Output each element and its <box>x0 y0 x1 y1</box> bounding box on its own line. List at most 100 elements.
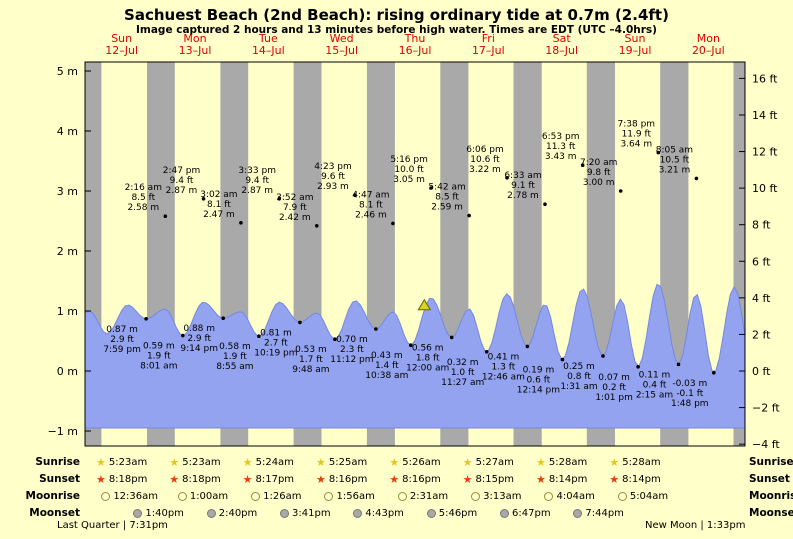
sunset-time-label: 8:14pm <box>622 474 661 485</box>
annotation-line: 2.87 m <box>241 186 273 196</box>
moonset-time: 4:43pm <box>340 506 418 521</box>
day-date: 14–Jul <box>252 44 285 57</box>
annotation-line: 2.58 m <box>127 203 159 213</box>
annotation-line: 1:48 pm <box>671 399 709 409</box>
annotation-line: 4:47 am <box>352 190 389 200</box>
annotation-line: 2.78 m <box>507 191 539 201</box>
sunset-time-label: 8:18pm <box>108 474 148 485</box>
sunset-star-icon: ★ <box>389 472 400 486</box>
annotation-line: 3.21 m <box>659 165 691 175</box>
moon-phase-last-quarter: Last Quarter | 7:31pm <box>57 520 168 531</box>
tide-extreme-dot <box>333 337 337 342</box>
moonrise-time-label: 5:04am <box>629 491 669 502</box>
moonrise-icon <box>101 492 111 501</box>
annotation-line: 0.87 m <box>106 325 138 335</box>
annotation-line: 9.1 ft <box>511 181 535 191</box>
tide-extreme-dot <box>429 186 433 190</box>
sunset-time: ★ 8:17pm <box>229 472 307 487</box>
sunset-time-label: 8:15pm <box>475 474 515 485</box>
tide-extreme-dot <box>676 362 681 367</box>
annotation-line: 12:46 am <box>482 372 525 382</box>
moonset-time: 5:46pm <box>413 506 491 521</box>
y-axis-label-ft: −2 ft <box>752 402 780 415</box>
sunrise-time-label: 5:26am <box>402 457 441 468</box>
sunrise-row-label-left: Sunrise <box>35 456 80 468</box>
annotation-line: 2.47 m <box>203 210 235 220</box>
tide-extreme-dot <box>257 334 261 339</box>
annotation-line: 2.9 ft <box>110 335 134 345</box>
moonrise-time: 12:36am <box>91 489 169 504</box>
annotation-line: 8:05 am <box>656 145 693 155</box>
y-axis-label-m: 1 m <box>57 305 78 318</box>
annotation-line: 9.6 ft <box>321 172 345 182</box>
annotation-line: 2.42 m <box>279 213 311 223</box>
annotation-line: 0.19 m <box>523 366 555 376</box>
y-axis-label-ft: −4 ft <box>752 438 780 451</box>
sunrise-time: ★ 5:23am <box>83 455 161 470</box>
moonset-time-label: 6:47pm <box>512 508 551 519</box>
moonset-row-label-right: Moonset <box>749 507 793 519</box>
day-date: 13–Jul <box>179 44 212 57</box>
tide-extreme-dot <box>525 344 530 349</box>
annotation-line: 7:38 pm <box>618 120 656 130</box>
sunset-time-label: 8:17pm <box>255 474 295 485</box>
tide-extreme-dot <box>505 176 509 180</box>
tide-extreme-dot <box>277 197 282 201</box>
tide-chart: 5 m 4 m 3 m 2 m 1 m 0 m −1 m 16 ft 14 ft 12 ft 10 … <box>48 32 781 451</box>
tide-extreme-dot <box>467 213 471 218</box>
y-axis-label-ft: 6 ft <box>752 255 771 268</box>
moonrise-icon <box>324 492 334 501</box>
annotation-line: 2.93 m <box>317 182 349 192</box>
moonrise-row-label-left: Moonrise <box>25 490 81 502</box>
sunrise-time-label: 5:28am <box>548 457 588 468</box>
annotation-line: 2.9 ft <box>187 334 211 344</box>
high-tide-annotation: 3:33 pm9.4 ft2.87 m <box>238 166 282 201</box>
annotation-line: 7:20 am <box>580 158 617 168</box>
annotation-line: 3:33 pm <box>238 166 276 176</box>
sunrise-time-label: 5:25am <box>328 457 368 468</box>
day-name: Tue <box>258 32 278 45</box>
tide-extreme-dot <box>543 202 547 206</box>
annotation-line: 3.43 m <box>545 152 577 162</box>
sunrise-star-icon: ★ <box>609 455 620 469</box>
moonrise-time-label: 2:31am <box>409 491 449 502</box>
annotation-line: 0.59 m <box>143 342 175 352</box>
sunrise-row-label-right: Sunrise <box>749 456 793 468</box>
annotation-line: 5:16 pm <box>390 155 428 165</box>
moonrise-time: 2:31am <box>384 489 462 504</box>
annotation-line: 0.41 m <box>488 352 520 362</box>
annotation-line: 10.0 ft <box>394 165 424 175</box>
annotation-line: 7.9 ft <box>283 203 307 213</box>
moonrise-icon <box>471 492 481 501</box>
sunset-star-icon: ★ <box>609 472 620 486</box>
day-name: Sun <box>625 32 646 45</box>
low-tide-annotation: -0.03 m-0.1 ft1:48 pm <box>671 371 716 409</box>
moonrise-icon <box>397 492 407 501</box>
annotation-line: 8.5 ft <box>435 193 459 203</box>
annotation-line: 0.58 m <box>219 342 251 352</box>
annotation-line: 1:31 am <box>560 382 597 392</box>
moonrise-time-label: 1:00am <box>189 491 229 502</box>
high-tide-annotation: 6:33 am9.1 ft2.78 m <box>504 171 547 206</box>
sunset-time: ★ 8:14pm <box>523 472 601 487</box>
sunset-time: ★ 8:16pm <box>376 472 454 487</box>
tide-extreme-dot <box>618 189 623 193</box>
annotation-line: 2:15 am <box>636 390 673 400</box>
y-axis-label-ft: 2 ft <box>752 328 771 341</box>
annotation-line: 0.81 m <box>260 328 292 338</box>
y-axis-label-ft: 10 ft <box>752 182 778 195</box>
annotation-line: 1:01 pm <box>595 393 633 403</box>
moonrise-icon <box>544 492 554 501</box>
moonset-icon <box>426 509 436 518</box>
tide-extreme-dot <box>181 333 185 338</box>
annotation-line: 8:01 am <box>140 362 177 372</box>
